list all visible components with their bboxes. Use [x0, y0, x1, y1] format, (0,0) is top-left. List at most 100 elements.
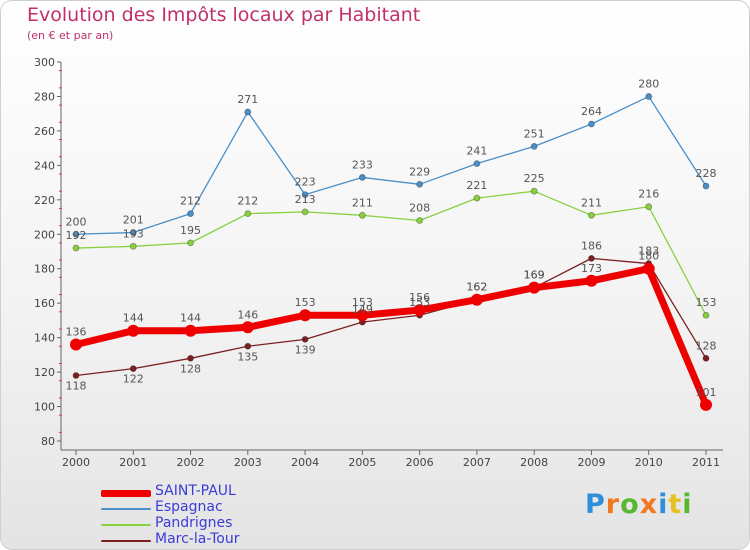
data-point [241, 321, 254, 334]
series-line-saint-paul [72, 265, 710, 409]
data-label: 201 [123, 214, 144, 227]
data-point [530, 187, 538, 195]
y-tick-label: 140 [34, 332, 55, 345]
legend-item: Espagnac [101, 499, 301, 517]
data-label: 153 [352, 296, 373, 309]
data-label: 200 [66, 215, 87, 228]
y-tick-label: 300 [34, 56, 55, 69]
y-tick-label: 240 [34, 159, 55, 172]
data-label: 128 [180, 362, 201, 375]
data-label: 139 [295, 343, 316, 356]
series-line-espagnac [75, 95, 707, 235]
data-label: 225 [524, 172, 545, 185]
chart-subtitle: (en € et par an) [27, 29, 114, 42]
y-tick-label: 160 [34, 297, 55, 310]
x-tick-label: 2003 [234, 456, 262, 469]
legend-item: Marc-la-Tour [101, 531, 301, 549]
data-point [129, 365, 137, 373]
data-point [72, 372, 80, 379]
data-label: 211 [352, 196, 373, 209]
data-label: 118 [66, 380, 87, 393]
y-tick-label: 100 [34, 401, 55, 414]
data-label: 223 [295, 176, 316, 189]
data-label: 153 [696, 296, 717, 309]
data-label: 228 [696, 167, 717, 180]
data-label: 221 [466, 179, 487, 192]
x-tick-label: 2004 [291, 456, 319, 469]
data-label: 153 [295, 296, 316, 309]
data-point [585, 274, 598, 287]
y-tick-label: 180 [34, 263, 55, 276]
data-point [473, 160, 481, 168]
x-tick-label: 2000 [62, 456, 90, 469]
data-point [702, 311, 710, 319]
data-label: 180 [638, 250, 659, 263]
data-point [187, 354, 194, 362]
legend-swatch [101, 540, 151, 542]
x-tick-label: 2005 [348, 456, 376, 469]
data-point [413, 304, 426, 317]
chart-title: Evolution des Impôts locaux par Habitant [27, 4, 421, 26]
x-tick-label: 2008 [520, 456, 548, 469]
data-point [301, 191, 309, 199]
data-point [187, 210, 194, 218]
data-label: 186 [581, 239, 602, 252]
x-tick-label: 2009 [577, 456, 605, 469]
data-point [72, 244, 80, 252]
x-tick-label: 2006 [406, 456, 434, 469]
data-label: 211 [581, 196, 602, 209]
data-label: 264 [581, 105, 602, 118]
data-point [301, 208, 309, 216]
data-point [416, 180, 424, 188]
data-point [127, 324, 140, 337]
data-label: 122 [123, 373, 144, 386]
y-tick-label: 80 [41, 435, 55, 448]
data-label: 144 [180, 312, 201, 325]
data-point [299, 309, 312, 322]
data-label: 233 [352, 158, 373, 171]
legend-label: Pandrignes [155, 515, 233, 531]
x-tick-label: 2010 [635, 456, 663, 469]
data-label: 146 [237, 308, 258, 321]
data-label: 212 [237, 195, 258, 208]
data-label: 173 [581, 262, 602, 275]
data-point [702, 354, 710, 362]
data-label: 101 [696, 386, 717, 399]
data-point [187, 239, 194, 247]
data-point [470, 293, 483, 306]
proxiti-logo: Proxiti [585, 489, 693, 520]
data-point [184, 324, 197, 337]
legend-label: Marc-la-Tour [155, 531, 240, 547]
series-line-marc-la-tour [75, 257, 707, 377]
data-label: 280 [638, 77, 659, 90]
data-point [244, 342, 252, 350]
data-label: 156 [409, 291, 430, 304]
x-tick-label: 2011 [692, 456, 720, 469]
data-label: 183 [638, 245, 659, 258]
data-label: 162 [466, 281, 487, 294]
data-label: 213 [295, 193, 316, 206]
data-point [244, 210, 252, 218]
data-point [72, 230, 80, 238]
series-line-pandrignes [75, 190, 707, 316]
legend-swatch [101, 490, 151, 497]
data-point [129, 242, 137, 250]
data-label: 162 [466, 281, 487, 294]
x-tick-label: 2001 [119, 456, 147, 469]
legend-item: Pandrignes [101, 515, 301, 533]
data-label: 153 [409, 296, 430, 309]
chart-legend: SAINT-PAUL Espagnac Pandrignes Marc-la-Tour [101, 483, 301, 549]
data-point [645, 203, 653, 211]
legend-swatch [101, 508, 151, 510]
data-point [588, 120, 595, 128]
data-label: 193 [123, 227, 144, 240]
data-point [358, 211, 366, 219]
y-tick-label: 200 [34, 228, 55, 241]
data-label: 192 [66, 229, 87, 242]
legend-swatch [101, 524, 151, 526]
data-label: 271 [237, 93, 258, 106]
data-point [244, 108, 252, 116]
y-tick-label: 120 [34, 366, 55, 379]
